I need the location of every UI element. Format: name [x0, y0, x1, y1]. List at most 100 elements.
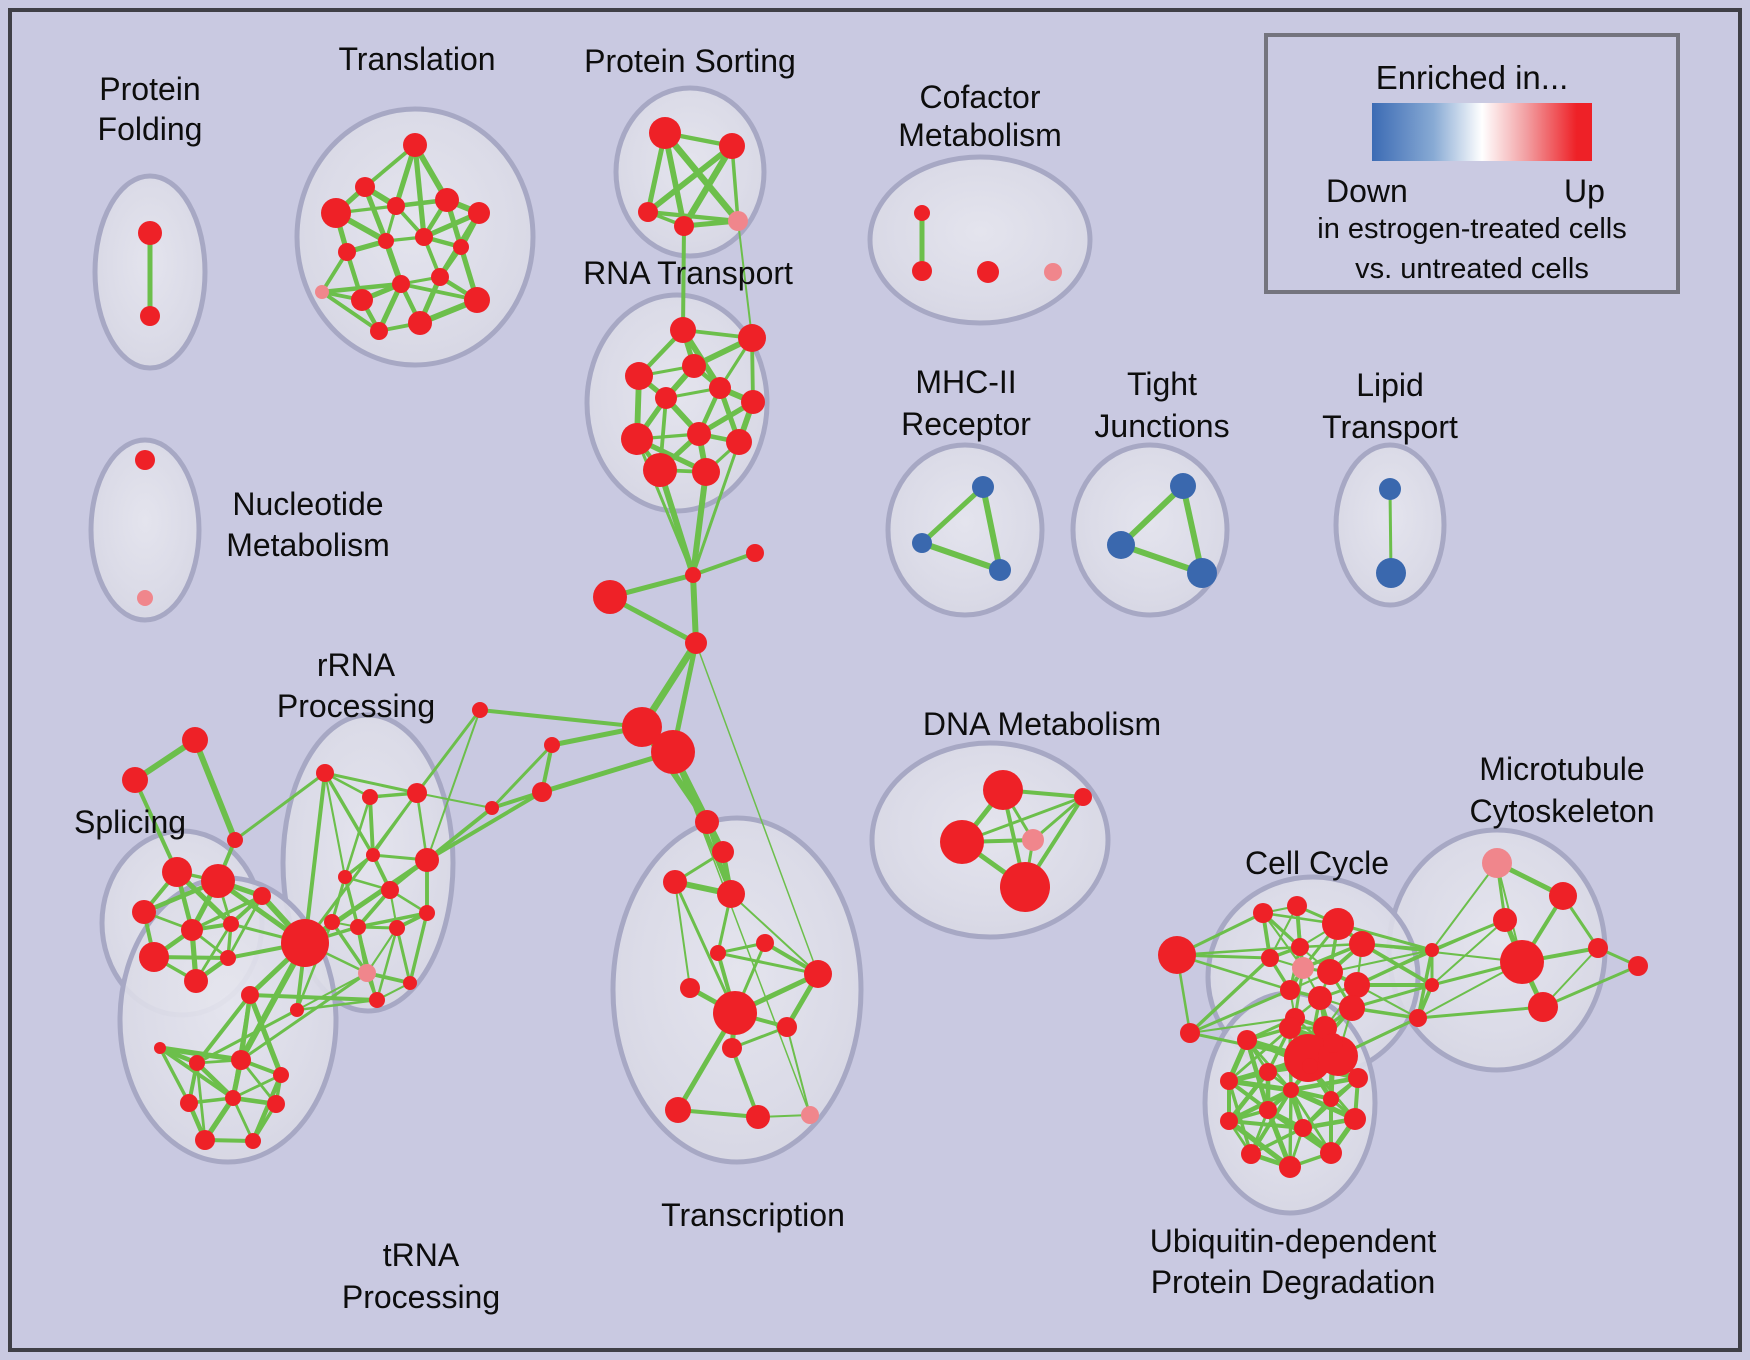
- microtubule-cytoskeleton-node-4: [1528, 992, 1558, 1022]
- transcription-ellipse: [610, 815, 864, 1165]
- transcription-node-10: [722, 1038, 742, 1058]
- legend-title: Enriched in...: [1375, 59, 1569, 96]
- edge-ps1-ps2: [645, 143, 735, 215]
- edge-tj0-tj1: [1118, 483, 1186, 548]
- edge-tc9-tc13: [786, 1026, 811, 1116]
- rrna-processing-node-3: [366, 848, 380, 862]
- lipid-transport-node-0: [1379, 478, 1401, 500]
- protein-folding-node-0: [138, 221, 162, 245]
- cell-cycle-node-12: [1308, 986, 1332, 1010]
- cell-cycle-node-2: [1253, 903, 1273, 923]
- legend-down-label: Down: [1326, 173, 1408, 209]
- translation-node-13: [431, 268, 449, 286]
- rna-transport-node-8: [687, 422, 711, 446]
- edge-rr11-rr14: [295, 971, 369, 1012]
- edge-ps4-rt1: [737, 220, 753, 339]
- translation-node-15: [408, 311, 432, 335]
- connectors-node-7: [532, 782, 552, 802]
- edge-cc0-cc6: [1175, 945, 1302, 957]
- protein-sorting-node-1: [719, 133, 745, 159]
- transcription-node-1: [712, 841, 734, 863]
- translation-node-0: [403, 133, 427, 157]
- protein-folding-node-1: [140, 306, 160, 326]
- connectors-node-9: [472, 702, 488, 718]
- translation-label: Translation: [338, 41, 495, 77]
- edge-rr1-rr5: [343, 795, 372, 879]
- cell-cycle-node-19: [1425, 978, 1439, 992]
- rna-transport-node-3: [682, 354, 706, 378]
- ubiquitin-degradation-node-15: [1283, 1082, 1299, 1098]
- trna-processing-node-3: [231, 1050, 251, 1070]
- ubiquitin-degradation-node-5: [1320, 1142, 1342, 1164]
- connectors-node-1: [746, 544, 764, 562]
- transcription-node-0: [695, 810, 719, 834]
- rna-transport-node-11: [692, 458, 720, 486]
- edge-tn1-tn3: [157, 1045, 244, 1063]
- connectors-node-5: [651, 730, 695, 774]
- rrna-processing-node-11: [358, 964, 376, 982]
- translation-node-9: [453, 239, 469, 255]
- rrna-processing-node-6: [381, 881, 399, 899]
- edge-rr8-rr12: [356, 925, 379, 1002]
- dna-metabolism-node-1: [940, 820, 984, 864]
- rrna-processing-node-2: [407, 783, 427, 803]
- splicing-label: Splicing: [74, 804, 186, 840]
- ubiquitin-degradation-node-0: [1237, 1030, 1257, 1050]
- microtubule-cytoskeleton-node-6: [1628, 956, 1648, 976]
- mhc-ii-receptor-node-2: [989, 559, 1011, 581]
- ubiquitin-degradation-node-1: [1279, 1017, 1301, 1039]
- cell-cycle-node-1: [1180, 1023, 1200, 1043]
- edge-cn9-rr4: [426, 709, 481, 861]
- edge-tn0-tn2: [195, 993, 252, 1065]
- cell-cycle-node-9: [1317, 959, 1343, 985]
- edge-tc11-tc12: [676, 1108, 760, 1119]
- edge-cc18-mt0: [1431, 862, 1498, 951]
- connectors-node-2: [593, 580, 627, 614]
- edge-rr11-tn3: [239, 971, 369, 1062]
- cofactor-metabolism-label: Cofactor Metabolism: [898, 79, 1062, 153]
- edge-rr14-tn2: [195, 1008, 299, 1065]
- protein-sorting-node-4: [728, 211, 748, 231]
- rna-transport-node-4: [709, 377, 731, 399]
- connectors-node-11: [122, 767, 148, 793]
- edge-tn4-tn9: [250, 1072, 284, 1144]
- rna-transport-node-2: [625, 362, 653, 390]
- dna-metabolism-node-0: [983, 770, 1023, 810]
- trna-processing-node-7: [267, 1095, 285, 1113]
- edge-cn4-cn9: [478, 708, 644, 729]
- microtubule-cytoskeleton-node-3: [1500, 940, 1544, 984]
- ubiquitin-degradation-node-6: [1279, 1156, 1301, 1178]
- protein-folding-label: Protein Folding: [98, 71, 203, 147]
- edge-rr1-rr3: [368, 795, 375, 857]
- edge-cn6-cn8: [490, 743, 554, 810]
- dna-metabolism-node-3: [1022, 829, 1044, 851]
- edge-cc20-mt4: [1416, 1005, 1545, 1020]
- edge-ps0-ps4: [661, 129, 742, 225]
- splicing-node-0: [162, 857, 192, 887]
- trna-processing-node-9: [245, 1133, 261, 1149]
- edge-cn7-rr4: [425, 790, 544, 862]
- ubiquitin-degradation-node-12: [1323, 1091, 1339, 1107]
- transcription-node-6: [804, 960, 832, 988]
- edge-ub4-ub15: [1288, 1087, 1358, 1122]
- trna-processing-node-1: [154, 1042, 166, 1054]
- transcription-node-5: [756, 934, 774, 952]
- edge-rr0-rr5: [323, 771, 347, 879]
- microtubule-cytoskeleton-node-5: [1588, 938, 1608, 958]
- rna-transport-node-0: [670, 317, 696, 343]
- edge-cn5-cn7: [539, 749, 676, 795]
- edge-tn2-tn8: [195, 1061, 207, 1142]
- cell-cycle-node-7: [1261, 949, 1279, 967]
- edge-cc1-cc7: [1188, 956, 1272, 1035]
- edge-tn1-tn5: [158, 1046, 191, 1105]
- connectors-node-0: [685, 567, 701, 583]
- translation-node-5: [468, 202, 490, 224]
- nucleotide-metabolism-ellipse: [88, 437, 202, 623]
- edge-cn3-tc6: [695, 642, 819, 975]
- lipid-transport-node-1: [1376, 558, 1406, 588]
- tight-junctions-label: Tight Junctions: [1094, 366, 1229, 444]
- rrna-processing-node-4: [415, 848, 439, 872]
- translation-node-8: [415, 228, 433, 246]
- edge-cc5-cc19: [1360, 942, 1434, 987]
- edge-cn9-rr2: [415, 708, 482, 795]
